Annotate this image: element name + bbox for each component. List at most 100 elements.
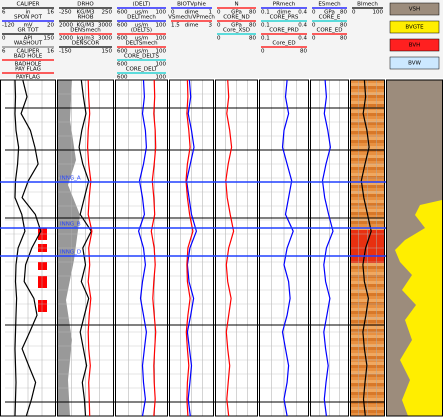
track-frame (350, 79, 385, 417)
scale-left: 600 (117, 75, 128, 81)
curve-name: PRmech (273, 2, 296, 8)
scale-unit: GPa (231, 23, 242, 29)
legend-label: BVGTE (405, 25, 424, 31)
scale-right: 80 (340, 23, 347, 29)
scale-right: 80 (249, 36, 256, 42)
scale-unit: CALIPER (17, 49, 40, 55)
log-curve (360, 79, 372, 417)
legend-swatch (389, 56, 440, 70)
scale-unit: API (24, 36, 33, 42)
scale-unit: us/m (135, 36, 149, 42)
scale-unit: GPa (324, 10, 335, 16)
curve-name: WASHOUT (14, 41, 43, 47)
curve-name: CORE_PRS (270, 15, 299, 21)
log-curve (20, 79, 42, 417)
scale-left: 0.1 (261, 10, 270, 16)
scale-right: 3000 (98, 23, 112, 29)
log-curve (78, 79, 92, 417)
curve-name: DRHO (77, 2, 94, 8)
scale-left: 0 (217, 23, 221, 29)
legend-label: VSH (409, 7, 420, 13)
curve-name: CORE_ED (317, 28, 343, 34)
scale-right: 0.4 (298, 36, 307, 42)
scale-right: 0.4 (298, 23, 307, 29)
scale-unit: dime (185, 10, 199, 16)
scale-left: 0.1 (261, 36, 270, 42)
curve-name: BAD HOLE (14, 54, 43, 60)
scale-left: 600 (117, 36, 128, 42)
scale-unit: dime (185, 23, 199, 29)
curve-name: N (234, 2, 238, 8)
log-curve (137, 79, 148, 417)
scale-right: 16 (47, 10, 54, 16)
track-frame (115, 79, 168, 417)
marker-label: INNG_B (60, 222, 81, 228)
scale-right: 20 (47, 23, 54, 29)
scale-left: 0 (261, 49, 265, 55)
curve-name: DENSCOR (72, 41, 99, 47)
curve-name: CORE_DELT (126, 67, 158, 73)
scale-unit: us/m (135, 23, 149, 29)
scale-left: 0 (312, 10, 316, 16)
scale-right: 3000 (98, 36, 112, 42)
scale-unit: BADHOLE (15, 62, 42, 68)
curve-name: DENSmech (70, 28, 101, 34)
bvgte-fill (395, 200, 442, 416)
scale-left: -120 (2, 23, 15, 29)
scale-unit: GPa (231, 10, 242, 16)
scale-right: 80 (340, 36, 347, 42)
scale-left: 0 (312, 23, 316, 29)
scale-left: -150 (59, 49, 72, 55)
marker-label: INNG_A (60, 176, 81, 182)
curve-name: DELTSmech (125, 41, 158, 47)
curve-name: (DELT) (133, 2, 151, 8)
legend-swatch (389, 38, 440, 52)
scale-left: 1.5 (171, 23, 180, 29)
curve-name: GR TOT (18, 28, 40, 34)
scale-left: 2000 (59, 23, 73, 29)
curve-name: CORE_ND (223, 15, 250, 21)
curve-name: BIOTVphie (177, 2, 206, 8)
scale-right: 100 (156, 36, 167, 42)
curve-name: (DELTS) (131, 28, 152, 34)
track-frame (0, 79, 56, 417)
scale-unit: KG/M3 (77, 10, 95, 16)
log-curve (185, 79, 198, 417)
log-curve (86, 79, 93, 417)
curve-name: SPON POT (14, 15, 43, 21)
scale-unit: mV (23, 23, 32, 29)
scale-left: 600 (117, 23, 128, 29)
flag (38, 262, 47, 270)
scale-right: 100 (156, 49, 167, 55)
scale-right: 150 (44, 36, 55, 42)
scale-left: 2000 (59, 36, 73, 42)
curve-name: CORE_E (319, 15, 341, 21)
scale-unit: kg/m3 (77, 36, 95, 42)
scale-left: 0 (217, 36, 221, 42)
curve-name: BImech (357, 2, 378, 8)
scale-left: 0 (171, 10, 175, 16)
flag (38, 276, 47, 288)
scale-unit: KG/M3 (77, 23, 95, 29)
scale-left: 0 (2, 36, 6, 42)
scale-left: -250 (59, 10, 72, 16)
curve-name: CORE_PRD (269, 28, 299, 34)
log-curve (281, 79, 294, 417)
curve-name: CORE_DELTS (124, 54, 160, 60)
curve-name: Core_XSD (223, 28, 250, 34)
track-frame (215, 79, 258, 417)
scale-right: 16 (47, 49, 54, 55)
scale-left: 600 (117, 10, 128, 16)
legend-swatch (389, 2, 440, 16)
flag (38, 300, 47, 312)
scale-left: 0 (312, 36, 316, 42)
curve-name: ESmech (318, 2, 341, 8)
scale-right: 100 (156, 23, 167, 29)
legend-swatch (389, 20, 440, 34)
legend-label: BVW (408, 61, 421, 67)
scale-unit: in (25, 10, 31, 16)
scale-left: 600 (117, 49, 128, 55)
track-frame (310, 79, 349, 417)
header-bg (0, 0, 443, 78)
log-curve (225, 79, 235, 417)
